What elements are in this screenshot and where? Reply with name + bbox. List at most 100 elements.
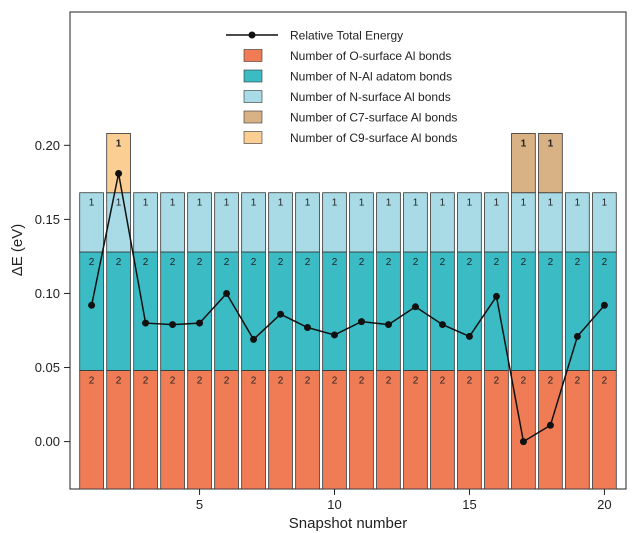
bar-segment-label: 1 <box>602 198 608 209</box>
bar-segment <box>484 370 509 490</box>
bar-segment <box>430 192 455 253</box>
bar-segment-label: 2 <box>440 375 446 386</box>
bar-segment <box>565 251 590 371</box>
y-tick-label: 0.00 <box>35 434 60 449</box>
bar-segment-label: 2 <box>494 257 500 268</box>
bar-segment <box>349 370 374 490</box>
bar-segment <box>430 251 455 371</box>
bar-segment <box>106 251 131 371</box>
energy-line <box>90 173 605 443</box>
x-axis-title: Snapshot number <box>289 515 407 532</box>
bar-segment-label: 2 <box>116 375 122 386</box>
bar-segment <box>511 133 536 194</box>
bar-segment-label: 2 <box>89 375 95 386</box>
bar-segment <box>79 370 104 490</box>
bar-segment-label: 1 <box>143 198 149 209</box>
bar-segment <box>106 370 131 490</box>
energy-point <box>438 321 446 329</box>
energy-point <box>250 335 258 343</box>
bar-segment <box>349 192 374 253</box>
legend-swatch <box>243 90 263 103</box>
energy-point <box>546 421 554 429</box>
bar-segment-label: 2 <box>359 257 365 268</box>
bar-segment-label: 1 <box>494 198 500 209</box>
bar-segment <box>214 192 239 253</box>
bar-segment-label: 2 <box>575 375 581 386</box>
bar-segment <box>511 251 536 371</box>
bar-segment <box>349 251 374 371</box>
bar-segment-label: 1 <box>440 198 446 209</box>
legend-swatch <box>243 49 263 62</box>
bar-segment <box>403 370 428 490</box>
bar-segment-label: 2 <box>413 257 419 268</box>
energy-point <box>411 303 419 311</box>
legend-label: Relative Total Energy <box>290 29 403 43</box>
bar-segment <box>133 370 158 490</box>
bar-segment <box>403 192 428 253</box>
bar-segment-label: 2 <box>413 375 419 386</box>
bar-segment <box>187 370 212 490</box>
bar-segment <box>511 370 536 490</box>
bars-layer: 2 2 1 2 2 1 1 2 2 1 2 2 1 2 2 1 2 2 1 2 2 1 2 2 1 2 2 1 2 2 1 2 2 1 2 2 1 2 2 1… <box>79 133 617 490</box>
bar-segment-label: 2 <box>602 257 608 268</box>
bar-segment <box>160 192 185 253</box>
bar-segment-label: 2 <box>467 257 473 268</box>
energy-point <box>600 301 608 309</box>
bar-segment-label: 2 <box>278 257 284 268</box>
bar-segment-label: 1 <box>548 138 554 149</box>
bar-segment-label: 2 <box>278 375 284 386</box>
bar-segment-label: 2 <box>143 257 149 268</box>
energy-line-layer <box>88 169 608 446</box>
y-axis-title: ΔE (eV) <box>9 224 26 277</box>
bar-segment <box>79 251 104 371</box>
bar-segment-label: 2 <box>548 375 554 386</box>
legend: Relative Total Energy Number of O-surface… <box>226 29 457 145</box>
bar-segment-label: 2 <box>521 257 527 268</box>
y-tick-label: 0.15 <box>35 212 60 227</box>
bar-segment-label: 2 <box>170 257 176 268</box>
energy-point <box>519 438 527 446</box>
energy-point <box>465 332 473 340</box>
legend-label: Number of C9-surface Al bonds <box>290 131 457 145</box>
bar-segment-label: 2 <box>251 257 257 268</box>
bar-segment <box>376 370 401 490</box>
x-tick-label: 20 <box>597 497 611 512</box>
bar-segment-label: 1 <box>548 198 554 209</box>
legend-label: Number of O-surface Al bonds <box>290 49 451 63</box>
bar-segment <box>538 133 563 194</box>
bar-segment <box>133 192 158 253</box>
bar-segment <box>322 192 347 253</box>
bar-segment-label: 1 <box>467 198 473 209</box>
energy-point <box>384 321 392 329</box>
x-tick-label: 10 <box>327 497 341 512</box>
bar-segment <box>484 251 509 371</box>
legend-label: Number of N-surface Al bonds <box>290 90 451 104</box>
bar-segment-label: 2 <box>197 375 203 386</box>
bar-segment-label: 2 <box>440 257 446 268</box>
bar-segment-label: 1 <box>197 198 203 209</box>
bar-segment-label: 1 <box>575 198 581 209</box>
bar-segment <box>457 251 482 371</box>
bar-segment <box>241 251 266 371</box>
bar-segment <box>430 370 455 490</box>
energy-point <box>223 289 231 297</box>
bar-segment-label: 2 <box>386 257 392 268</box>
bar-segment <box>565 192 590 253</box>
bar-segment <box>457 370 482 490</box>
y-tick-label: 0.20 <box>35 138 60 153</box>
bar-segment <box>295 192 320 253</box>
bar-segment-label: 2 <box>386 375 392 386</box>
bar-segment-label: 2 <box>575 257 581 268</box>
energy-point <box>196 319 204 327</box>
legend-swatch <box>243 131 263 144</box>
plot-frame <box>69 11 627 490</box>
bar-segment <box>295 251 320 371</box>
bar-segment <box>133 251 158 371</box>
energy-point <box>115 169 123 177</box>
legend-swatch <box>243 69 263 83</box>
bar-segment <box>592 251 617 371</box>
bar-segment-label: 1 <box>278 198 284 209</box>
legend-line-marker <box>248 31 256 39</box>
bar-segment-label: 1 <box>305 198 311 209</box>
